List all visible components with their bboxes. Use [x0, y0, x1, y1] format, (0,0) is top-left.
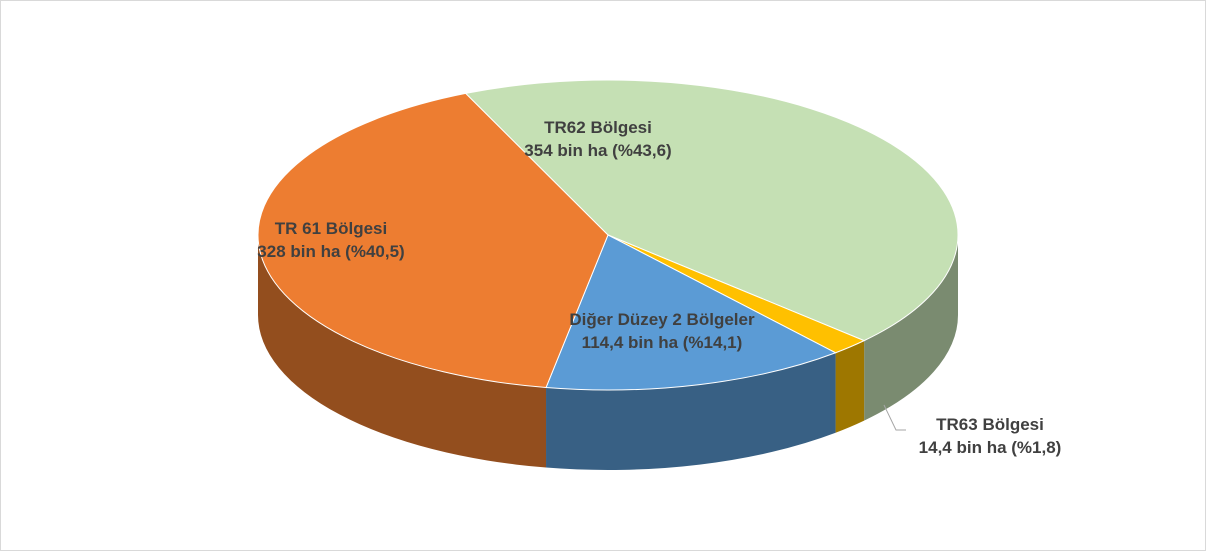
- slice-label: TR63 Bölgesi 14,4 bin ha (%1,8): [919, 413, 1062, 459]
- value-label: 114,4 bin ha (%14,1): [581, 333, 743, 352]
- value-label: 354 bin ha (%43,6): [524, 141, 672, 160]
- value-label: 328 bin ha (%40,5): [257, 242, 405, 261]
- category-label: TR 61 Bölgesi: [274, 219, 388, 238]
- slice-side: [257, 235, 547, 468]
- slice-label: Diğer Düzey 2 Bölgeler 114,4 bin ha (%14…: [567, 308, 757, 354]
- slice: [545, 234, 837, 391]
- category-label: TR62 Bölgesi: [544, 118, 652, 137]
- slice-label: TR 61 Bölgesi 328 bin ha (%40,5): [257, 217, 404, 263]
- leader-line: [883, 404, 906, 431]
- slice-side: [546, 352, 836, 470]
- slice-side: [864, 235, 958, 421]
- slice: [464, 79, 959, 342]
- category-label: Diğer Düzey 2 Bölgeler: [569, 310, 755, 329]
- slice: [257, 92, 609, 389]
- value-label: 14,4 bin ha (%1,8): [918, 438, 1062, 457]
- category-label: TR63 Bölgesi: [936, 415, 1044, 434]
- slice-side: [835, 340, 865, 433]
- slice-label: TR62 Bölgesi 354 bin ha (%43,6): [524, 116, 671, 162]
